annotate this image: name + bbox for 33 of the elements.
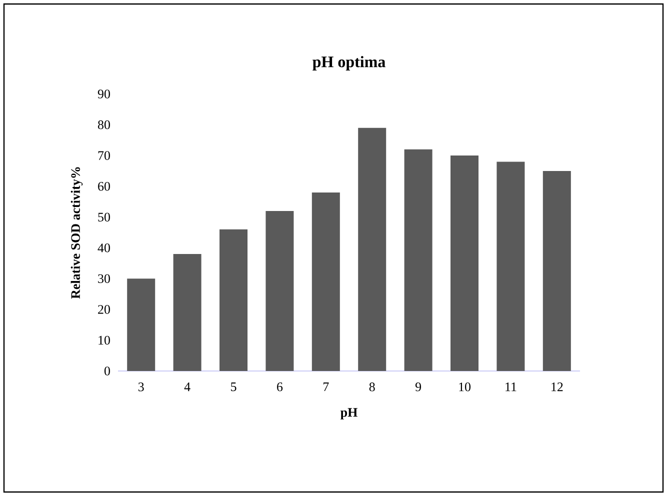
x-tick-label: 8 (369, 382, 375, 392)
y-tick-label: 0 (104, 366, 110, 376)
x-tick-label: 5 (231, 382, 236, 392)
bar (127, 278, 156, 371)
y-tick-label: 70 (98, 151, 110, 160)
bar (220, 229, 248, 371)
y-tick-label: 50 (98, 212, 110, 222)
bar (173, 254, 202, 371)
x-tick-label: 9 (415, 382, 422, 392)
y-tick-label: 10 (98, 336, 110, 345)
y-tick-label: 30 (98, 274, 110, 284)
x-tick-label: 4 (184, 382, 190, 392)
bar (404, 149, 432, 371)
x-tick-label: 7 (324, 382, 329, 392)
y-tick-label: 90 (98, 90, 110, 98)
bar (542, 170, 571, 371)
chart-title: pH optima (312, 56, 386, 70)
y-tick-label: 40 (98, 244, 110, 252)
y-axis-title: Relative SOD activity% (70, 167, 83, 299)
x-tick-label: 12 (552, 382, 563, 392)
x-axis-title: pH (340, 408, 358, 420)
x-tick-label: 3 (138, 382, 144, 392)
bar (358, 128, 386, 371)
x-tick-label: 10 (459, 382, 471, 392)
bar (450, 156, 479, 371)
x-tick-label: 6 (277, 382, 283, 392)
bar (266, 210, 294, 371)
bar (312, 192, 340, 371)
y-tick-label: 20 (98, 305, 110, 314)
bar (496, 162, 525, 371)
y-tick-label: 80 (98, 120, 110, 130)
y-tick-label: 60 (98, 182, 110, 191)
x-tick-label: 11 (506, 382, 516, 392)
